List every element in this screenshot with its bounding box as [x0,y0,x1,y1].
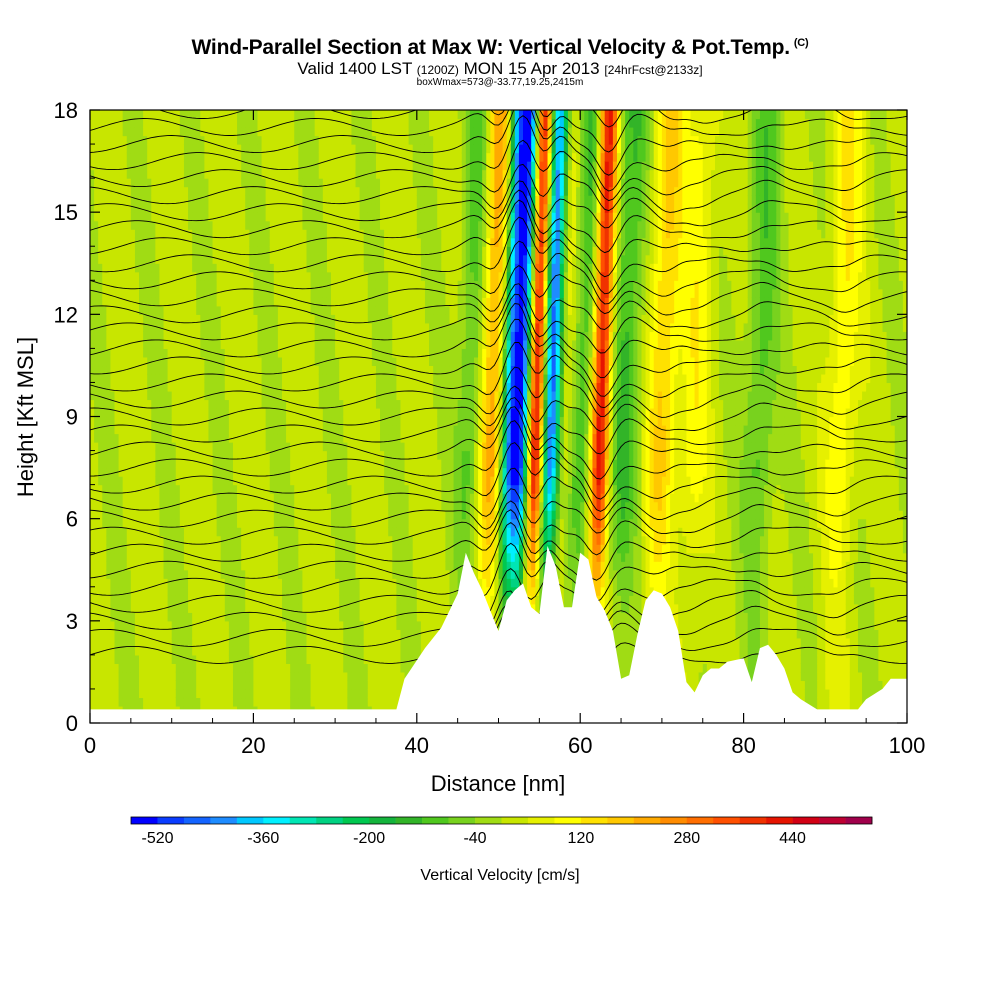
colorbar-swatch [766,817,793,824]
colorbar-swatch [607,817,635,824]
x-tick-label: 40 [405,733,429,758]
isentrope-line [90,199,907,278]
colorbar-swatch [157,817,185,824]
colorbar-swatch [316,817,344,824]
isentrope-line [90,385,907,432]
isentrope-line [90,366,907,418]
x-tick-label: 80 [731,733,755,758]
isentrope-line [90,115,907,192]
colorbar-swatch [633,817,661,824]
colorbar-label: -520 [141,830,173,847]
isentrope-line [90,420,907,500]
isentrope-line [90,283,907,330]
colorbar-label: -200 [353,830,385,847]
isentrope-line [90,521,907,602]
chart-subtitle: Valid 1400 LST (1200Z) MON 15 Apr 2013 [… [297,59,703,78]
colorbar-swatch [475,817,502,824]
x-axis-title: Distance [nm] [431,771,566,796]
colorbar-swatch [739,817,767,824]
x-tick-label: 60 [568,733,592,758]
y-tick-label: 3 [66,609,78,634]
isentrope-line [673,110,675,111]
y-tick-label: 12 [54,302,78,327]
colorbar-swatch [792,817,820,824]
colorbar-title: Vertical Velocity [cm/s] [420,867,579,884]
isentrope-line [90,163,907,213]
colorbar-label: 440 [779,830,806,847]
isentrope-line [90,240,907,305]
y-tick-label: 0 [66,711,78,736]
y-tick-label: 6 [66,507,78,532]
chart-title: Wind-Parallel Section at Max W: Vertical… [191,36,809,59]
colorbar-swatch [289,817,317,824]
colorbar: -520 -360 -200 -40 120 280 440 [130,816,873,847]
isentrope-line [90,110,907,176]
colorbar-label: 120 [568,830,595,847]
y-tick-label: 15 [54,200,78,225]
colorbar-swatch [183,817,211,824]
isentrope-line [90,604,907,657]
isentrope-line [90,568,907,625]
box-info: boxWmax=573@-33.77,19.25,2415m [416,77,584,88]
x-tick-label: 100 [889,733,926,758]
isentrope-line [90,139,907,202]
isentrope-line [90,397,907,455]
colorbar-swatch [210,817,238,824]
y-axis-title: Height [Kft MSL] [13,337,38,497]
colorbar-swatch [527,817,555,824]
isentrope-line [90,303,907,379]
colorbar-swatch [554,817,582,824]
x-tick-label: 20 [241,733,265,758]
colorbar-swatch [236,817,264,824]
colorbar-swatch [845,817,873,824]
colorbar-label: 280 [673,830,700,847]
isentrope-line [158,110,907,128]
x-axis: 0 20 40 60 80 100 [84,110,925,758]
isentrope-line [90,488,907,535]
colorbar-label: -360 [247,830,279,847]
isentrope-line [90,265,907,316]
isentrope-line [90,216,907,295]
colorbar-swatch [369,817,396,824]
isentrope-line [90,442,907,512]
isentrope-line [90,590,907,638]
isentrope-line [90,293,907,354]
colorbar-swatch [686,817,714,824]
y-tick-label: 9 [66,405,78,430]
x-tick-label: 0 [84,733,96,758]
colorbar-swatch [660,817,688,824]
isentrope-line [90,180,907,229]
colorbar-swatch [580,817,608,824]
terrain-mask [90,545,907,723]
colorbar-swatch [131,817,158,824]
colorbar-swatch [713,817,740,824]
y-tick-label: 18 [54,98,78,123]
colorbar-swatch [501,817,529,824]
isentrope-line [90,500,907,556]
colorbar-swatch [342,817,370,824]
colorbar-swatch [422,817,449,824]
isentrope-line [90,406,907,480]
isentrope-line [90,467,907,521]
colorbar-swatch [263,817,291,824]
isentrope-line [90,40,907,97]
colorbar-frame [130,816,873,825]
isentrope-line [90,318,907,397]
isentrope-line [90,509,907,581]
isentrope-line [90,341,907,409]
colorbar-label: -40 [463,830,486,847]
colorbar-swatch [819,817,846,824]
potential-temperature-contours [90,15,907,682]
isentrope-line [90,542,907,616]
y-axis: 0 3 6 9 12 15 18 [54,98,907,736]
isentrope-line [90,15,907,88]
terrain-profile [90,545,907,723]
colorbar-swatch [448,817,476,824]
isentrope-line [90,189,907,254]
colorbar-swatch [395,817,423,824]
isentrope-line [90,110,907,153]
